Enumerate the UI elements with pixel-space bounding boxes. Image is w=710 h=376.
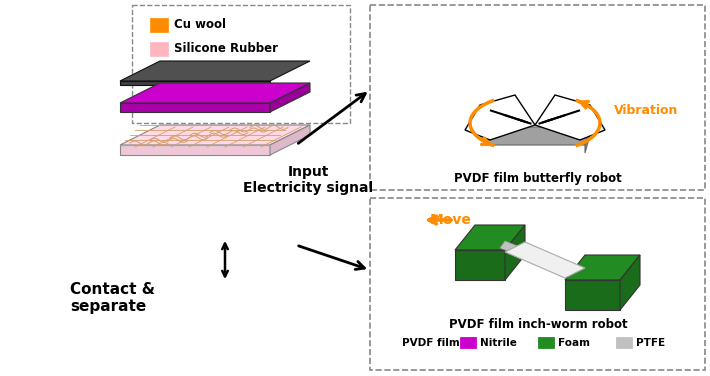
Polygon shape xyxy=(455,225,525,250)
Polygon shape xyxy=(585,127,590,153)
FancyBboxPatch shape xyxy=(370,198,705,370)
Polygon shape xyxy=(120,83,310,103)
Text: PVDF film inch-worm robot: PVDF film inch-worm robot xyxy=(449,318,628,331)
Polygon shape xyxy=(270,125,310,155)
Polygon shape xyxy=(120,145,270,155)
Text: PVDF film butterfly robot: PVDF film butterfly robot xyxy=(454,172,622,185)
Bar xyxy=(150,42,168,56)
Text: Move: Move xyxy=(430,213,472,227)
Bar xyxy=(150,90,168,104)
Bar xyxy=(150,18,168,32)
Polygon shape xyxy=(455,250,505,280)
Bar xyxy=(538,337,554,348)
Polygon shape xyxy=(120,81,270,85)
Text: PTFE: PTFE xyxy=(636,338,665,348)
Polygon shape xyxy=(465,95,535,140)
Polygon shape xyxy=(535,95,605,140)
Polygon shape xyxy=(120,103,270,112)
Text: Contact &
separate: Contact & separate xyxy=(70,282,155,314)
Text: Silicone Rubber: Silicone Rubber xyxy=(174,42,278,56)
Text: Input
Electricity signal: Input Electricity signal xyxy=(243,165,373,195)
Polygon shape xyxy=(565,280,620,310)
Text: Nitrile Rubber: Nitrile Rubber xyxy=(174,67,268,79)
Text: Cu wool: Cu wool xyxy=(174,18,226,32)
Polygon shape xyxy=(120,61,310,81)
FancyBboxPatch shape xyxy=(370,5,705,190)
Bar xyxy=(150,66,168,80)
Polygon shape xyxy=(480,127,590,145)
Polygon shape xyxy=(620,255,640,310)
Text: Foam: Foam xyxy=(558,338,590,348)
Bar xyxy=(616,337,632,348)
Polygon shape xyxy=(500,241,565,272)
Bar xyxy=(460,337,476,348)
Text: Nitrile: Nitrile xyxy=(480,338,517,348)
Text: Al film: Al film xyxy=(174,91,217,103)
Polygon shape xyxy=(270,83,310,112)
Polygon shape xyxy=(120,125,310,145)
Text: Vibration: Vibration xyxy=(613,103,678,117)
Bar xyxy=(382,337,398,348)
FancyBboxPatch shape xyxy=(132,5,350,123)
Polygon shape xyxy=(505,225,525,280)
Polygon shape xyxy=(565,255,640,280)
Text: PVDF film: PVDF film xyxy=(402,338,460,348)
Polygon shape xyxy=(505,242,585,278)
